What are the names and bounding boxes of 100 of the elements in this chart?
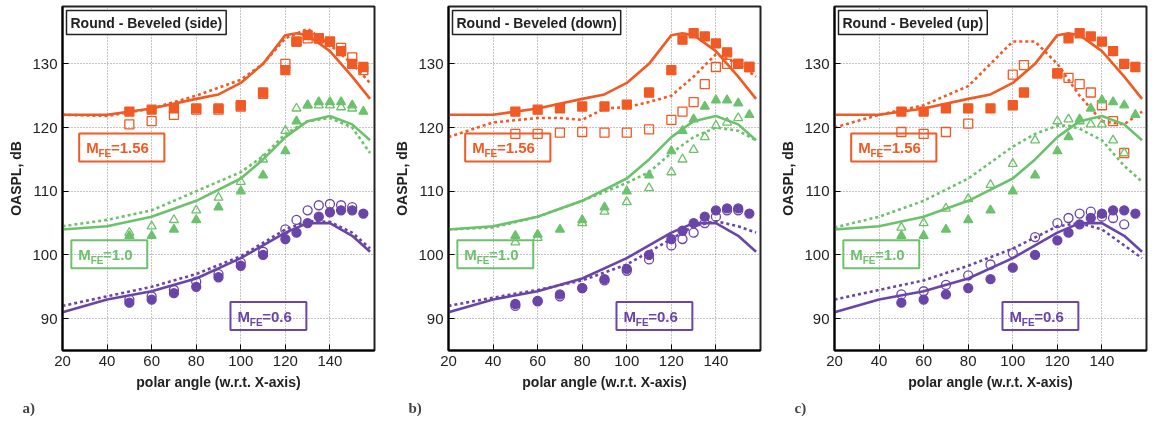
point [1096,36,1108,47]
point [213,191,224,201]
point [940,289,952,300]
x-tick-label: 20 [826,351,843,369]
point [257,169,269,179]
point [643,124,655,135]
point [1096,118,1108,128]
point [235,175,246,185]
point [1007,158,1018,168]
point [688,28,699,39]
point [554,223,566,233]
point [291,227,302,238]
point [577,126,588,138]
point [532,104,543,115]
x-tick-label: 60 [143,351,160,369]
point [677,153,688,163]
point [1130,61,1141,73]
point [621,99,632,110]
y-tick-label: 100 [804,245,830,263]
point [358,65,369,76]
point [621,185,632,195]
point [191,214,202,224]
point [710,38,722,49]
point [721,116,733,126]
point [940,223,952,233]
point [985,204,996,214]
y-tick-label: 130 [804,54,830,72]
point [1063,33,1074,44]
point [1107,96,1119,106]
point [280,145,291,155]
point [313,200,324,211]
point [1107,205,1119,216]
point [721,94,733,104]
point [302,217,313,229]
point [677,225,688,236]
point [532,128,543,140]
point [699,79,710,90]
point [733,112,744,122]
y-tick-label: 100 [32,245,58,263]
y-tick-label: 130 [32,54,58,72]
x-tick-label: 40 [484,351,502,369]
point [1029,134,1041,144]
point [302,205,313,216]
point [1096,100,1108,111]
point [213,201,224,211]
x-tick-label: 100 [228,351,254,369]
point [1130,208,1141,219]
point [1063,113,1074,123]
y-tick-label: 120 [418,118,444,136]
y-tick-label: 110 [805,182,830,200]
point [280,124,291,134]
point [1007,69,1018,80]
point [1063,227,1074,238]
point [1074,208,1085,219]
y-tick-label: 90 [40,309,58,327]
point [896,126,907,138]
point [1096,94,1108,104]
point [1074,79,1085,90]
point [1085,31,1096,42]
point [324,207,336,218]
point [510,106,521,117]
point [688,96,699,108]
point [918,294,929,305]
x-tick-label: 80 [573,351,591,369]
text: Round - Beveled (up) [842,14,984,31]
point [235,185,246,195]
point [918,128,929,140]
point [621,127,632,138]
text: c) [794,399,807,417]
point [688,227,699,238]
point [896,297,907,308]
y-axis-title: OASPL, dB [8,141,25,216]
point [621,196,632,206]
point [257,153,269,163]
point [721,47,733,58]
point [1052,115,1063,125]
point [940,126,952,138]
point [940,103,952,114]
point [1130,108,1141,119]
point [985,103,996,114]
y-tick-label: 90 [812,309,830,327]
point [1007,100,1018,111]
point [677,106,688,117]
point [666,166,677,176]
point [677,124,688,134]
text: Round - Beveled (side) [70,14,223,31]
point [358,208,369,219]
point [918,217,929,227]
y-tick-label: 120 [32,118,58,136]
point [699,100,710,110]
point [510,128,521,140]
y-axis-title: OASPL, dB [394,141,411,216]
point [168,214,180,224]
point [1063,131,1074,141]
point [554,103,566,114]
point [358,105,369,115]
point [710,94,722,104]
x-tick-label: 100 [1000,351,1026,369]
point [577,101,588,112]
point [643,169,655,179]
